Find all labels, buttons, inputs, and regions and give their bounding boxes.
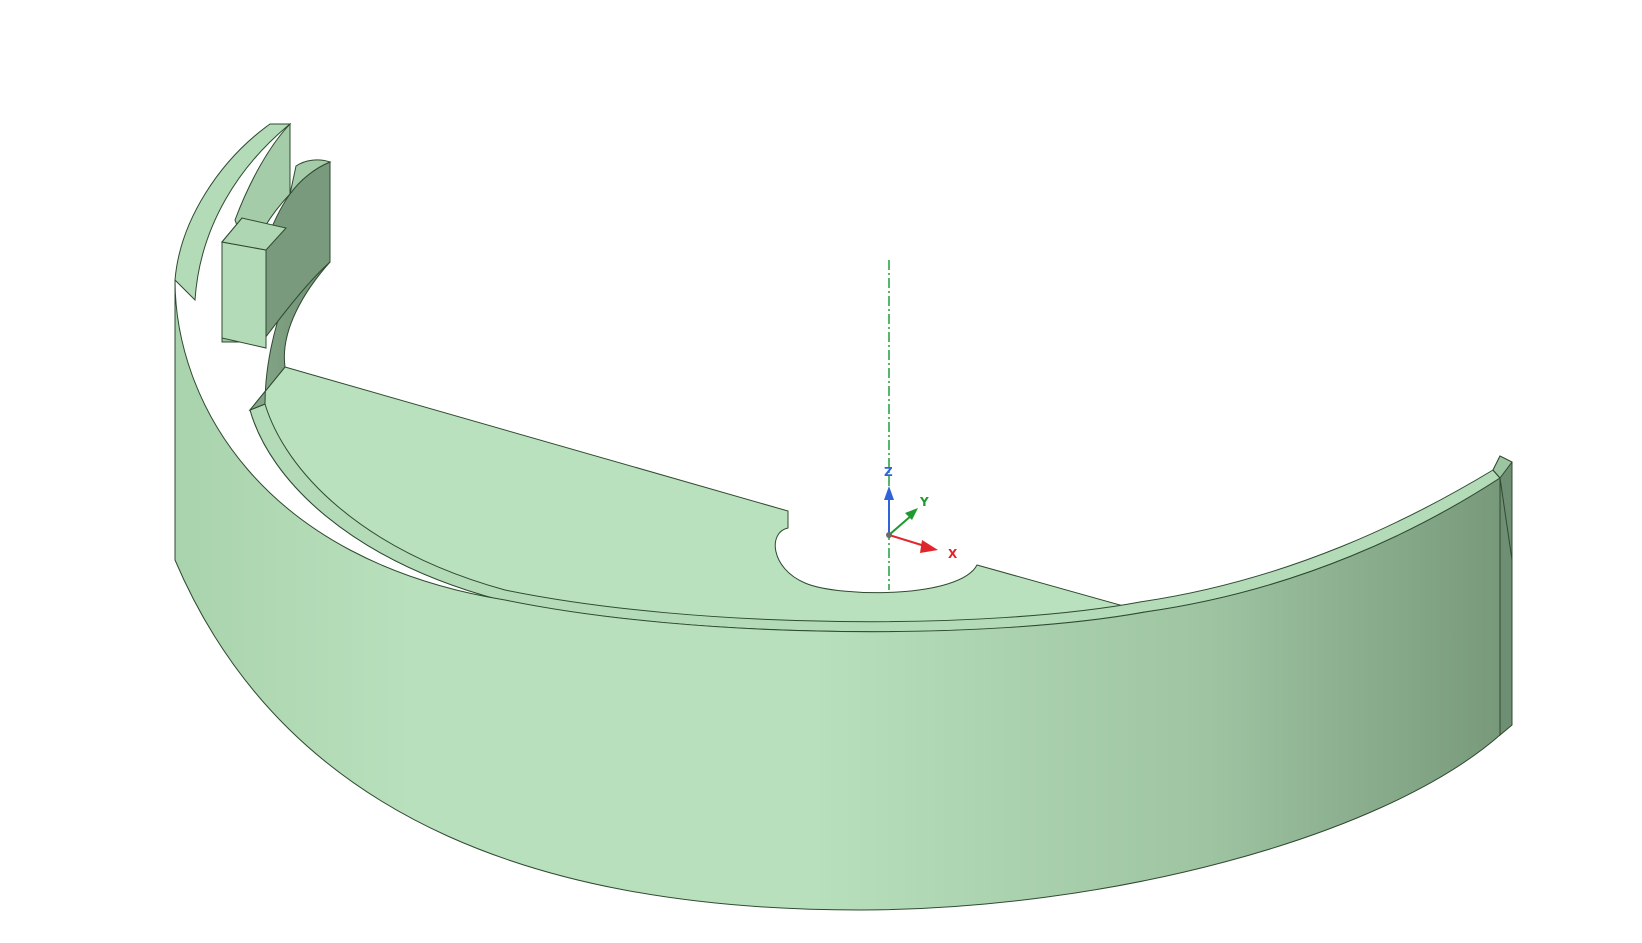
z-axis-label: Z xyxy=(884,465,893,479)
right-tab-top xyxy=(1492,455,1513,479)
left-block-top-face xyxy=(221,217,287,251)
z-axis-arrowhead xyxy=(884,486,894,500)
y-axis-arrowhead xyxy=(905,508,918,520)
right-end-face[interactable] xyxy=(1499,477,1513,737)
origin-point[interactable] xyxy=(886,532,892,538)
x-axis-arrowhead xyxy=(920,540,938,553)
y-axis-arrow xyxy=(888,514,913,536)
y-axis-label: Y xyxy=(919,495,929,509)
x-axis-label: X xyxy=(948,547,958,561)
left-tab-rear-top xyxy=(289,159,332,195)
left-block-front-face[interactable] xyxy=(221,241,267,349)
outer-wall-face[interactable] xyxy=(174,279,1501,911)
coordinate-triad[interactable]: Z Y X xyxy=(884,465,958,561)
